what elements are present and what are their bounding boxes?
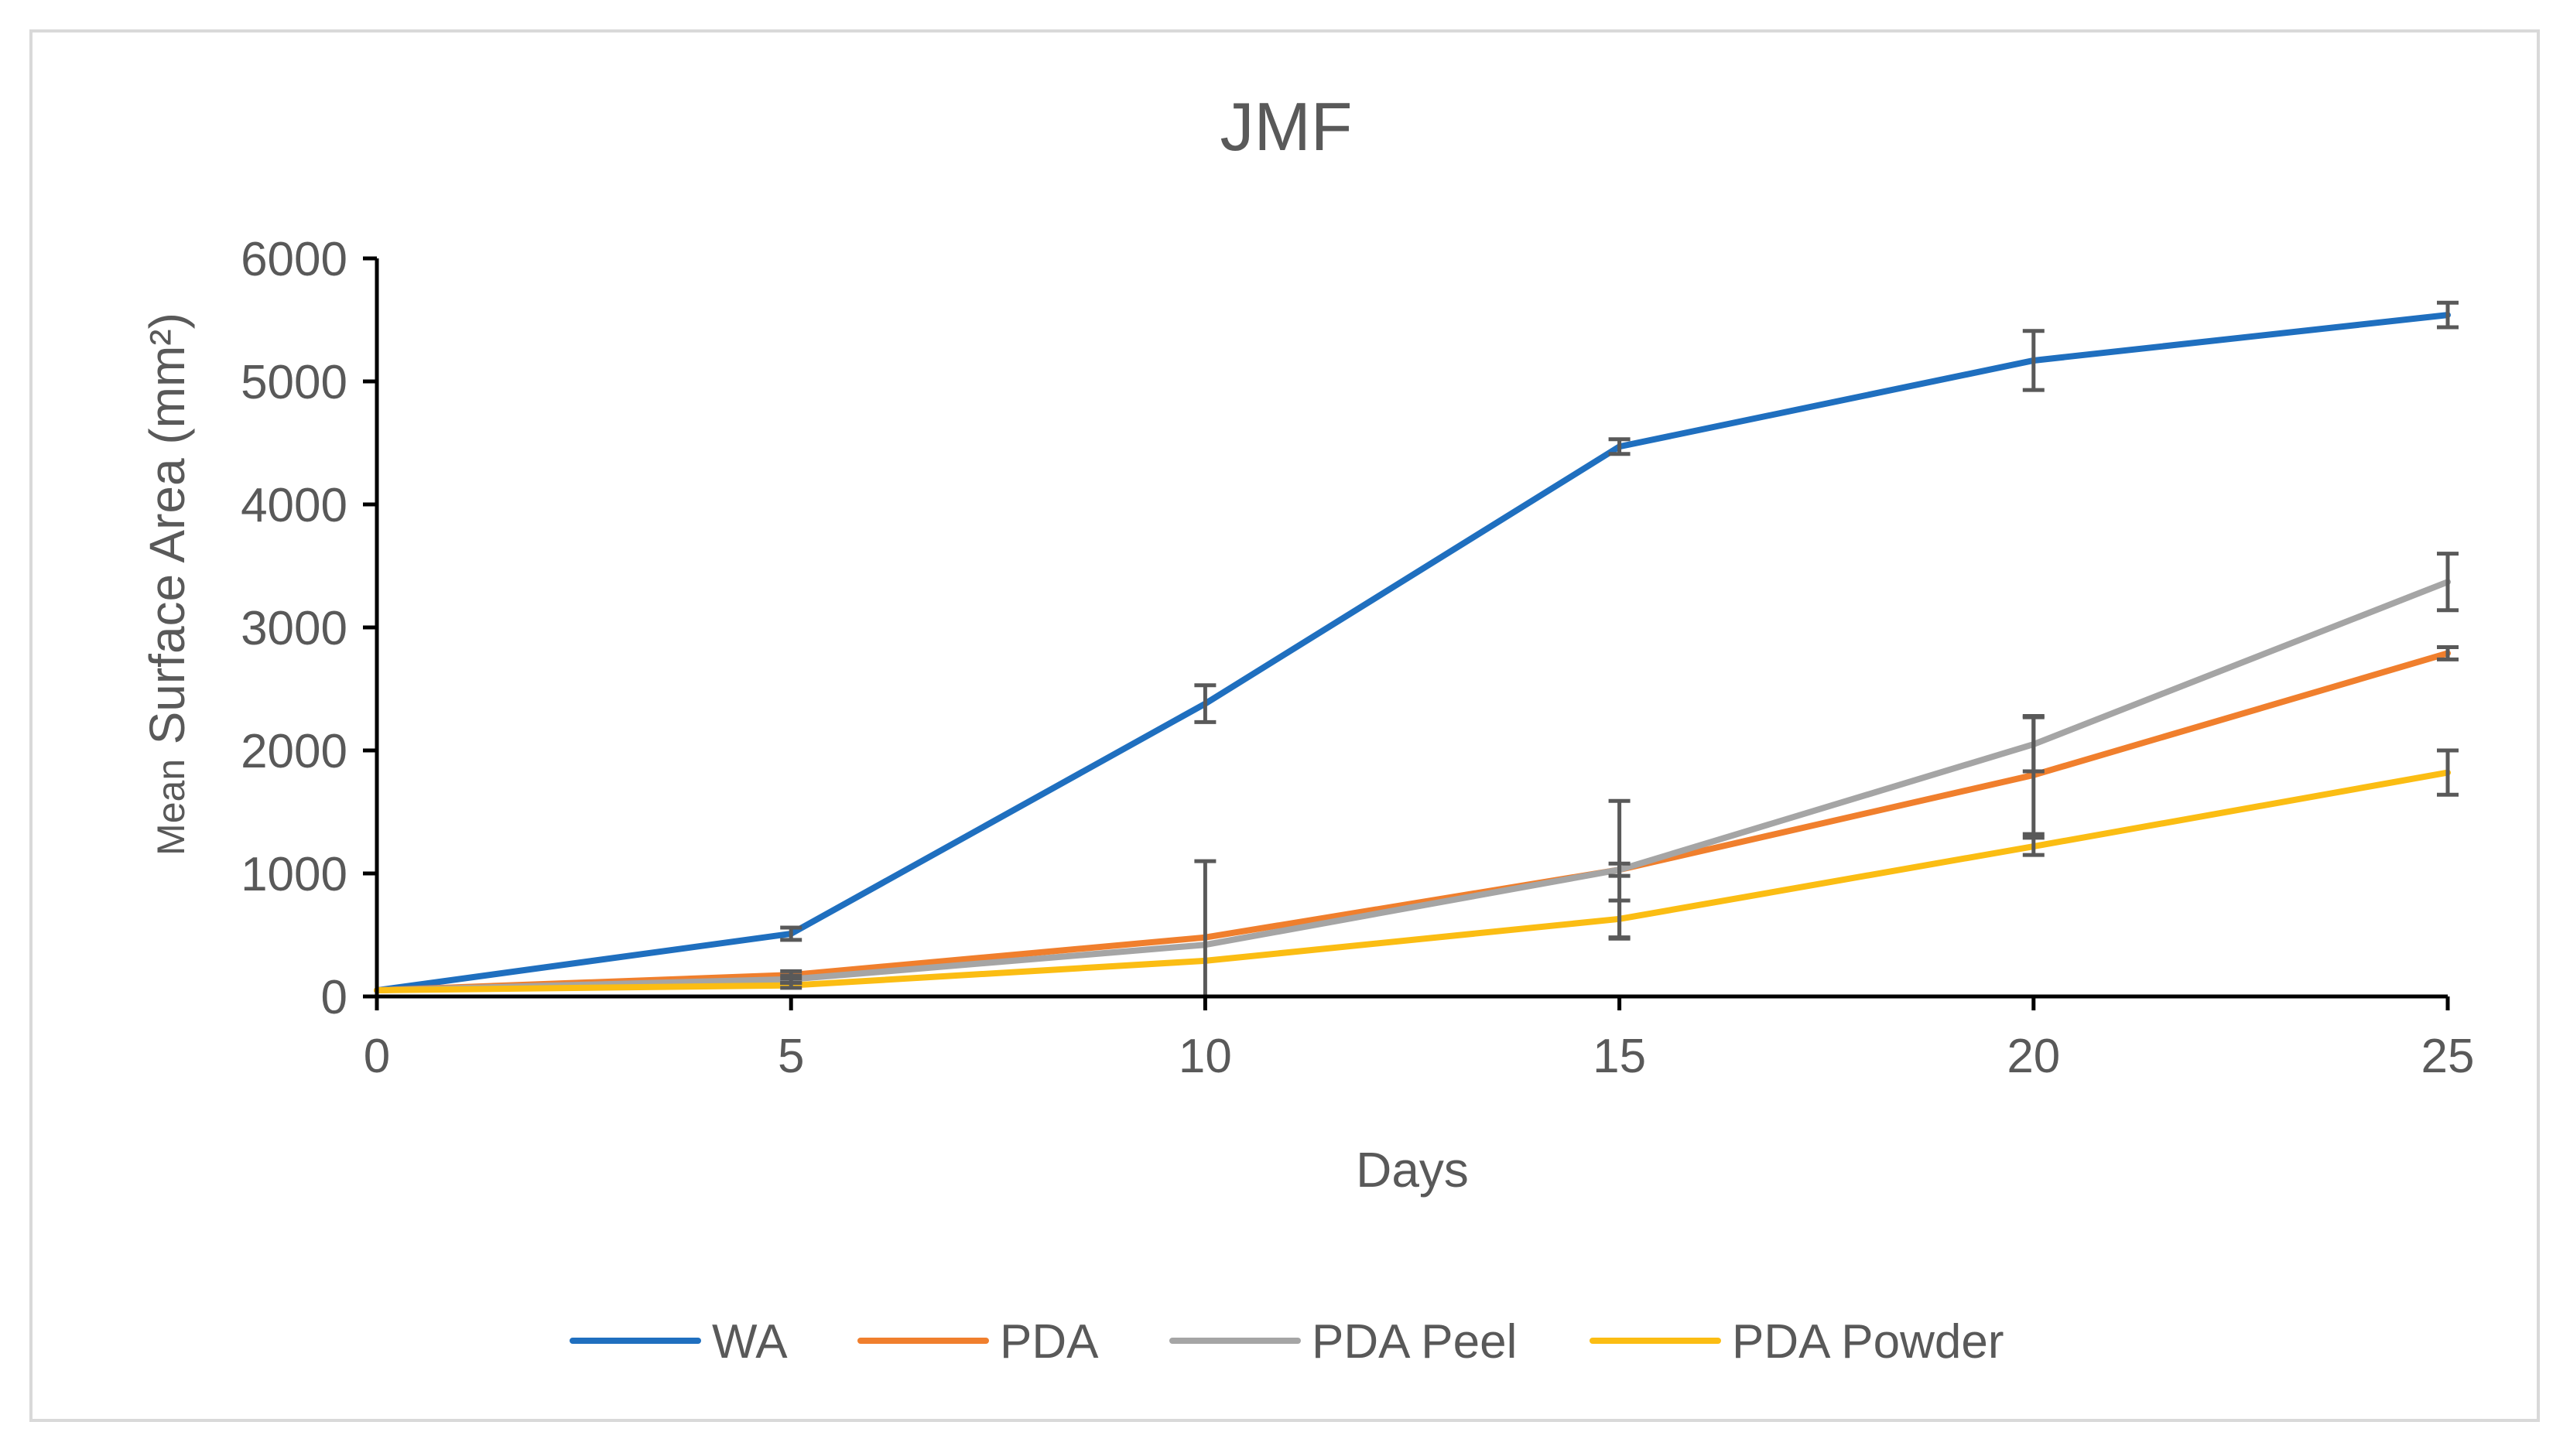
- error-bar-wa: [2022, 329, 2045, 392]
- legend-label: PDA Powder: [1732, 1315, 2004, 1369]
- error-bar-pda-peel: [2437, 552, 2459, 613]
- error-bar-pda-powder: [2437, 748, 2459, 797]
- chart-title: JMF: [1220, 88, 1352, 165]
- y-tick-label: 1000: [241, 848, 347, 901]
- error-bar-wa: [1608, 437, 1631, 456]
- y-tick-label: 2000: [241, 725, 347, 778]
- x-tick-label: 15: [1593, 1030, 1646, 1083]
- y-axis-label-main: Surface Area (mm²): [139, 313, 195, 744]
- y-axis-label-prefix: Mean: [149, 759, 193, 856]
- legend-label: PDA Peel: [1312, 1315, 1517, 1369]
- series-line-pda-peel: [374, 579, 2451, 994]
- error-bar-pda: [2437, 644, 2459, 661]
- error-bar-wa: [1194, 683, 1217, 724]
- series-line-pda: [374, 650, 2451, 994]
- legend-item-pda-peel: PDA Peel: [1169, 1315, 1517, 1369]
- x-axis-ticks: 0 5 10 15 20 25: [364, 996, 2475, 1083]
- y-tick-label: 0: [321, 971, 347, 1024]
- error-bar-pda-powder: [1608, 898, 1631, 940]
- x-tick-label: 0: [364, 1030, 390, 1083]
- x-axis-label: Days: [1356, 1142, 1469, 1198]
- series-line-pda-powder: [374, 769, 2451, 994]
- error-bar-pda-peel: [2022, 715, 2045, 774]
- error-bars-layer: [780, 300, 2459, 999]
- series-layer: [374, 312, 2451, 994]
- legend-label: WA: [712, 1315, 788, 1369]
- y-axis-ticks: 0 1000 2000 3000 4000 5000 6000: [241, 233, 377, 1024]
- x-tick-label: 10: [1179, 1030, 1232, 1083]
- legend-item-pda: PDA: [857, 1315, 1099, 1369]
- y-axis-label: Mean Surface Area (mm²): [139, 313, 195, 856]
- error-bar-pda-powder: [780, 981, 802, 990]
- y-tick-label: 5000: [241, 356, 347, 409]
- legend-label: PDA: [1000, 1315, 1099, 1369]
- x-tick-label: 25: [2421, 1030, 2475, 1083]
- error-bar-wa: [780, 925, 802, 942]
- x-tick-label: 5: [778, 1030, 804, 1083]
- y-tick-label: 6000: [241, 233, 347, 286]
- series-line-wa: [374, 312, 2451, 994]
- y-tick-label: 4000: [241, 479, 347, 532]
- chart-border: [29, 29, 2540, 1422]
- error-bar-wa: [2437, 300, 2459, 330]
- legend: WA PDA PDA Peel PDA Powder: [570, 1315, 2004, 1369]
- error-bar-pda-powder: [2022, 836, 2045, 857]
- legend-item-pda-powder: PDA Powder: [1590, 1315, 2004, 1369]
- x-tick-label: 20: [2007, 1030, 2060, 1083]
- legend-item-wa: WA: [570, 1315, 788, 1369]
- y-tick-label: 3000: [241, 602, 347, 655]
